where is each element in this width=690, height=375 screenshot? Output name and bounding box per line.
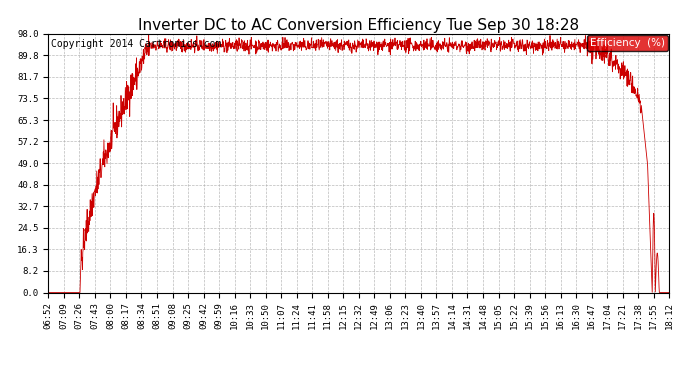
Text: Copyright 2014 Cartronics.com: Copyright 2014 Cartronics.com (51, 39, 221, 49)
Legend: Efficiency  (%): Efficiency (%) (587, 35, 668, 51)
Title: Inverter DC to AC Conversion Efficiency Tue Sep 30 18:28: Inverter DC to AC Conversion Efficiency … (138, 18, 580, 33)
